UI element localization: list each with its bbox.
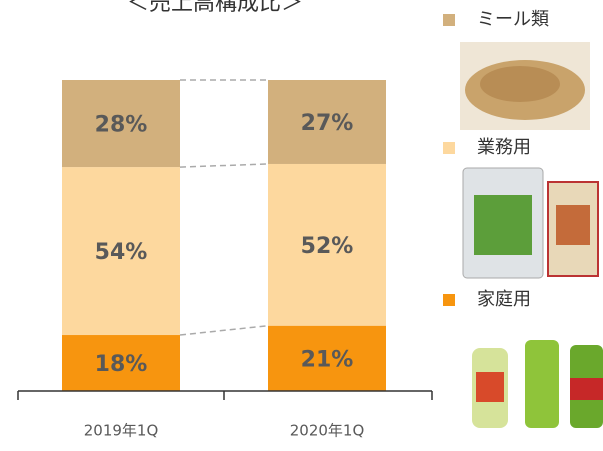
legend-marker — [443, 142, 455, 154]
connector — [179, 324, 269, 336]
photo-household — [472, 340, 603, 428]
value-label: 28% — [95, 113, 148, 138]
photo-business — [462, 167, 599, 279]
bar-segment — [62, 167, 180, 336]
bar-segment — [62, 335, 180, 391]
photo-meal — [460, 42, 590, 130]
connector — [179, 163, 269, 168]
value-label: 54% — [95, 240, 148, 265]
legend-label: ミール類 — [477, 9, 549, 30]
chart-title: ＜売上高構成比＞ — [127, 0, 303, 16]
value-label: 27% — [301, 111, 354, 136]
value-label: 21% — [301, 347, 354, 372]
value-label: 18% — [95, 352, 148, 377]
legend-label: 家庭用 — [477, 289, 531, 310]
x-tick-label: 2020年1Q — [290, 422, 365, 440]
legend-label: 業務用 — [477, 137, 531, 158]
bar-segment — [268, 80, 386, 164]
bar-segment — [62, 80, 180, 168]
legend-marker — [443, 294, 455, 306]
bar-segment — [268, 163, 386, 326]
legend-marker — [443, 14, 455, 26]
x-tick-label: 2019年1Q — [84, 422, 159, 440]
value-label: 52% — [301, 234, 354, 259]
bar-segment — [268, 325, 386, 391]
